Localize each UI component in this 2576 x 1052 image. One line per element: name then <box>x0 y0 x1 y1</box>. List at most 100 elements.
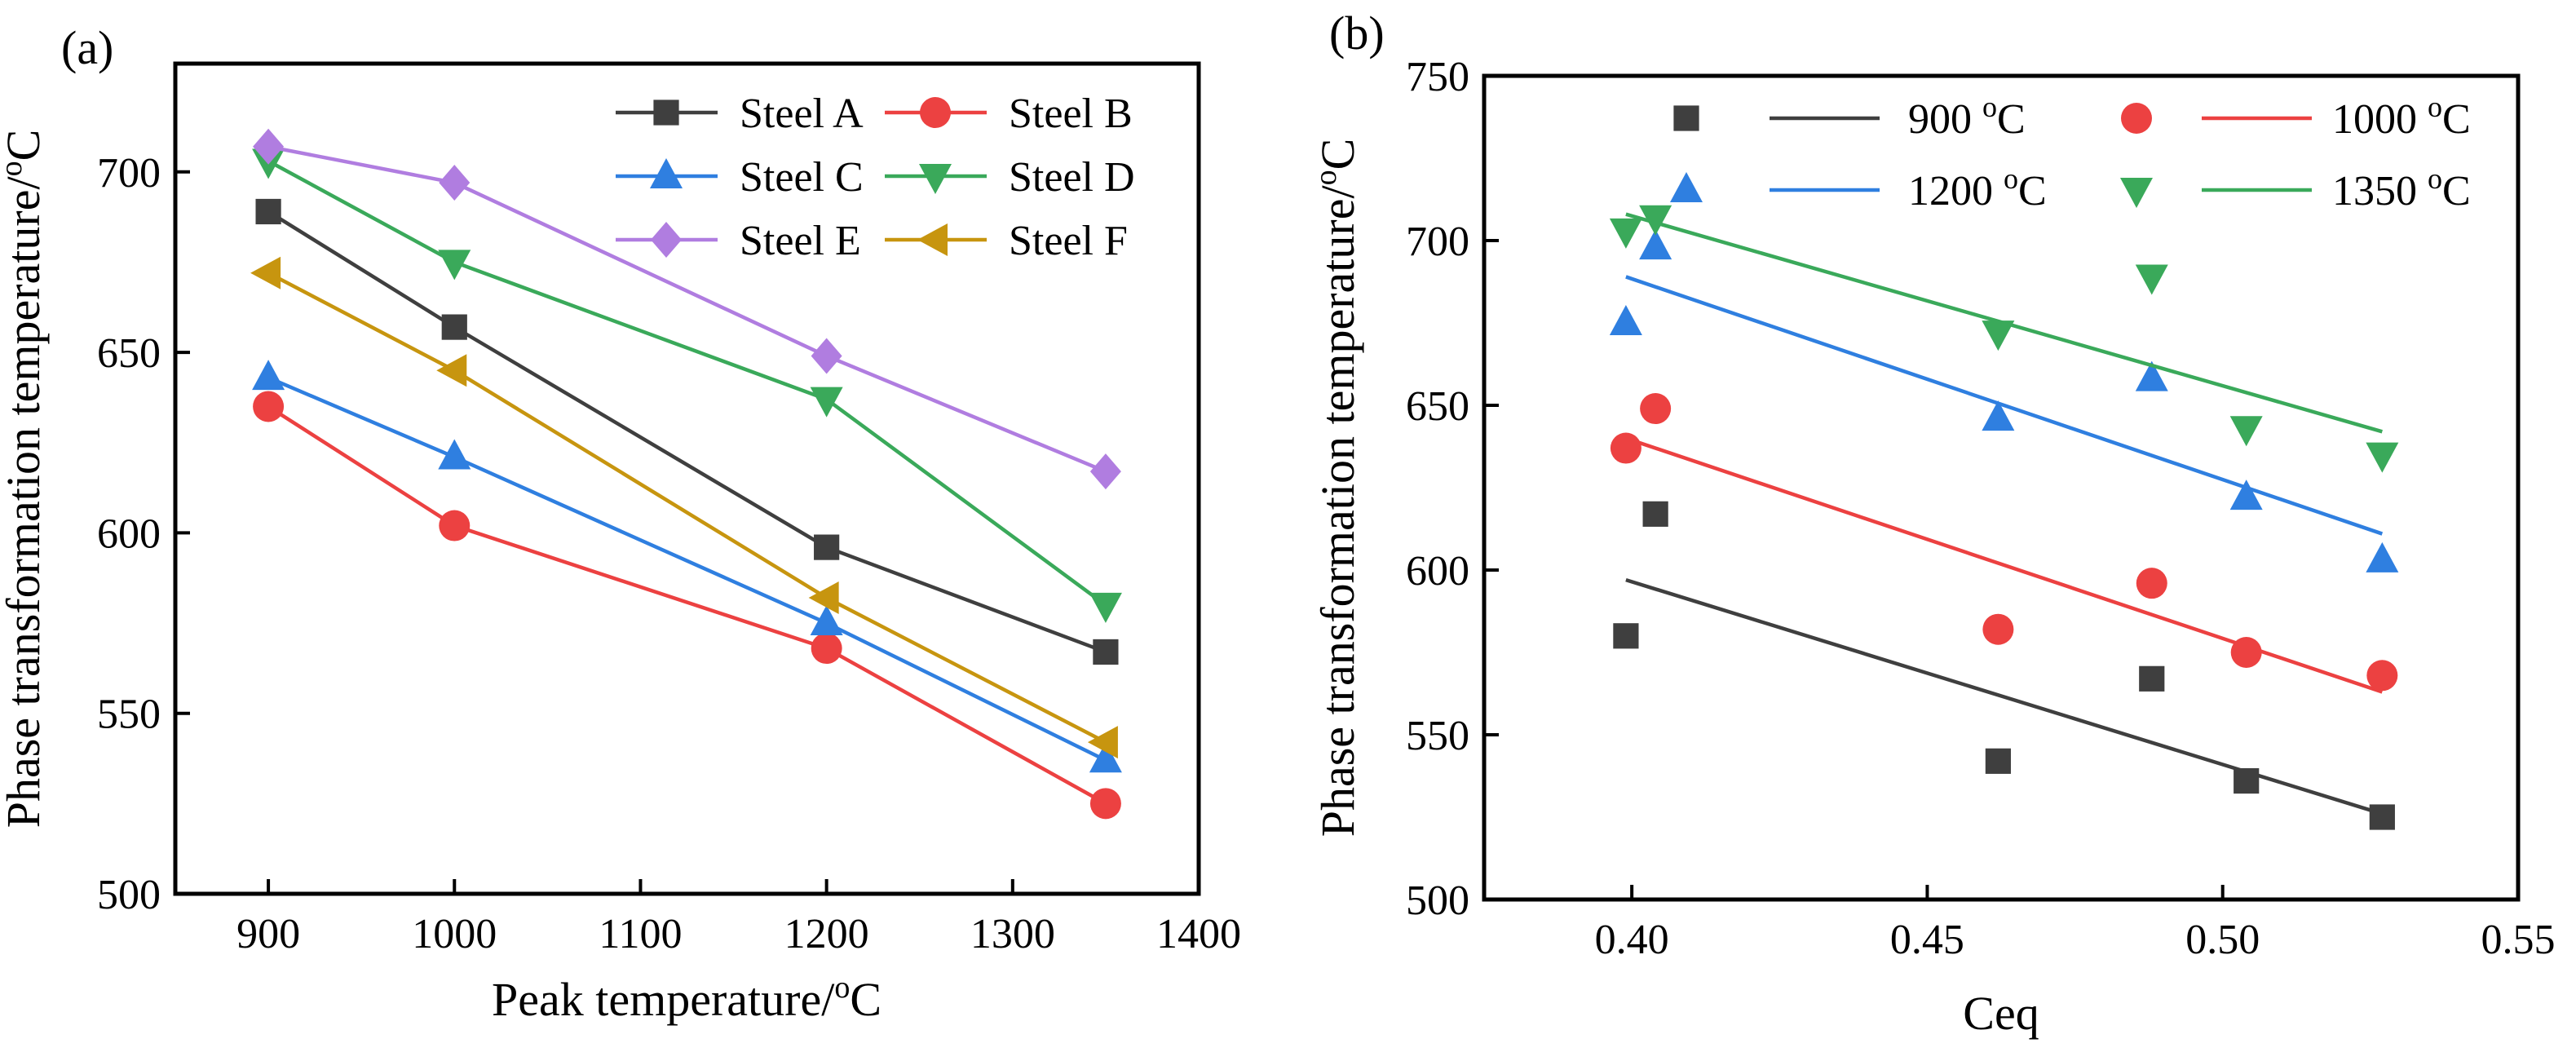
panel-a-series <box>250 128 1122 820</box>
panel-b-x-tick-label: 0.40 <box>1595 917 1669 963</box>
legend-marker-peak-1350 <box>2120 178 2153 208</box>
panel-b-y-axis-label: Phase transformation temperature/oC <box>1309 139 1364 838</box>
panel-a-y-tick-label: 600 <box>97 511 161 557</box>
panel-a-y-tick-label: 500 <box>97 872 161 918</box>
data-point-steel-f <box>808 581 839 615</box>
legend-marker-steel-e <box>651 222 682 258</box>
data-point-steel-f <box>250 256 281 290</box>
panel-a-x-tick-label: 1100 <box>599 911 682 957</box>
data-point-steel-a <box>814 534 840 560</box>
data-point-peak-900 <box>2369 804 2395 830</box>
panel-b-y-tick-label: 700 <box>1406 219 1469 265</box>
legend-marker-steel-b <box>920 97 951 128</box>
data-point-peak-1350 <box>1609 218 1642 249</box>
legend-label-peak-1350: 1350 oC <box>2332 162 2471 214</box>
panel-a-x-tick-label: 1200 <box>784 911 869 957</box>
data-point-peak-1200 <box>1609 305 1642 335</box>
data-point-peak-1350 <box>1639 205 1672 236</box>
fit-line-peak-1000 <box>1625 436 2384 694</box>
data-point-steel-e <box>253 128 285 165</box>
panel-a-y-axis-label: Phase transformation temperature/oC <box>0 130 50 829</box>
data-point-steel-e <box>439 165 471 201</box>
data-point-steel-b <box>439 510 471 541</box>
data-point-steel-c <box>252 360 285 391</box>
data-point-peak-1000 <box>1982 613 2014 645</box>
panel-a-y-tick-label: 700 <box>97 150 161 197</box>
panel-a-plot-frame <box>173 61 1201 896</box>
panel-b-x-tick-label: 0.55 <box>2481 917 2556 963</box>
panel-b-y-tick-label: 750 <box>1406 54 1469 100</box>
data-point-peak-900 <box>2234 767 2260 794</box>
data-point-steel-d <box>810 387 843 418</box>
data-point-steel-f <box>1087 726 1118 759</box>
panel-b-x-tick-label: 0.45 <box>1890 917 1964 963</box>
series-line-steel-b <box>267 404 1107 806</box>
legend-marker-steel-a <box>653 99 679 126</box>
panel-a-x-axis-label: Peak temperature/oC <box>492 970 881 1026</box>
legend-label-peak-1000: 1000 oC <box>2332 91 2471 143</box>
panel-b-y-tick-label: 500 <box>1406 877 1469 924</box>
panel-a-x-tick-label: 1000 <box>412 911 497 957</box>
panel-a-line-chart: (a) 900 1000 1100 1200 1300 1400 500 550 600 650 7… <box>0 21 1241 1026</box>
data-point-peak-1000 <box>2136 568 2167 599</box>
panel-b-ticks: 0.40 0.45 0.50 0.55 500 550 600 650 700 750 <box>1406 54 2556 963</box>
panel-b-y-tick-label: 650 <box>1406 383 1469 430</box>
data-point-peak-900 <box>1613 623 1639 649</box>
data-point-steel-a <box>441 314 467 340</box>
data-point-steel-f <box>436 354 467 387</box>
data-point-peak-1350 <box>1982 320 2015 351</box>
legend-marker-steel-f <box>917 223 948 256</box>
data-point-peak-1200 <box>1982 400 2015 431</box>
data-point-peak-900 <box>1985 748 2011 774</box>
data-point-steel-d <box>438 250 471 281</box>
series-line-steel-d <box>267 159 1107 607</box>
panel-b-y-tick-label: 550 <box>1406 713 1469 759</box>
panel-a-legend: Steel A Steel B Steel C Steel D Steel E Steel… <box>616 91 1135 264</box>
data-point-peak-1200 <box>2229 480 2263 511</box>
data-point-peak-1200 <box>2366 541 2399 572</box>
panel-a-x-tick-label: 1300 <box>970 911 1055 957</box>
panel-a-x-tick-label: 900 <box>236 911 300 957</box>
legend-marker-steel-d <box>919 164 952 194</box>
panel-b-plot-frame <box>1482 73 2521 902</box>
series-line-steel-a <box>267 210 1107 654</box>
legend-label-steel-b: Steel B <box>1009 91 1133 137</box>
data-point-peak-1000 <box>1610 432 1641 464</box>
panel-b-x-tick-label: 0.50 <box>2185 917 2260 963</box>
legend-label-peak-1200: 1200 oC <box>1908 162 2047 214</box>
data-point-steel-e <box>811 338 842 374</box>
data-point-peak-1200 <box>1639 229 1672 260</box>
series-line-steel-e <box>267 144 1107 474</box>
panel-b-y-tick-label: 600 <box>1406 548 1469 595</box>
data-point-peak-1000 <box>2230 637 2262 668</box>
data-point-steel-c <box>1089 742 1122 773</box>
panel-a-label: (a) <box>61 21 113 74</box>
legend-marker-steel-c <box>650 158 683 188</box>
legend-marker-peak-900 <box>1673 105 1699 131</box>
data-point-steel-c <box>438 439 471 470</box>
data-point-peak-1000 <box>1640 393 1672 425</box>
panel-a-x-tick-label: 1400 <box>1156 911 1241 957</box>
data-point-peak-1350 <box>2135 264 2168 295</box>
data-point-steel-d <box>1089 592 1122 623</box>
data-point-peak-1000 <box>2366 660 2398 692</box>
legend-marker-peak-1000 <box>2121 103 2152 134</box>
panel-b-label: (b) <box>1329 7 1385 60</box>
panel-b-legend: 900 oC 1000 oC 1200 oC 1350 oC <box>1670 91 2471 214</box>
series-line-steel-c <box>267 376 1107 762</box>
panel-b-series <box>1609 205 2399 830</box>
data-point-peak-1350 <box>2366 442 2399 473</box>
data-point-peak-900 <box>1642 501 1668 527</box>
data-point-steel-c <box>810 605 843 636</box>
panel-b-scatter-chart: (b) 0.40 0.45 0.50 0.55 500 550 600 650 700 750 9… <box>1309 7 2556 1040</box>
data-point-peak-900 <box>2139 665 2165 692</box>
legend-label-steel-a: Steel A <box>740 91 864 137</box>
legend-label-steel-e: Steel E <box>740 218 861 264</box>
data-point-steel-b <box>811 633 842 665</box>
legend-label-peak-900: 900 oC <box>1908 91 2026 143</box>
panel-b-x-axis-label: Ceq <box>1963 987 2039 1040</box>
legend-label-steel-c: Steel C <box>740 154 864 201</box>
panel-a-y-tick-label: 650 <box>97 330 161 377</box>
data-point-steel-e <box>1089 453 1121 490</box>
